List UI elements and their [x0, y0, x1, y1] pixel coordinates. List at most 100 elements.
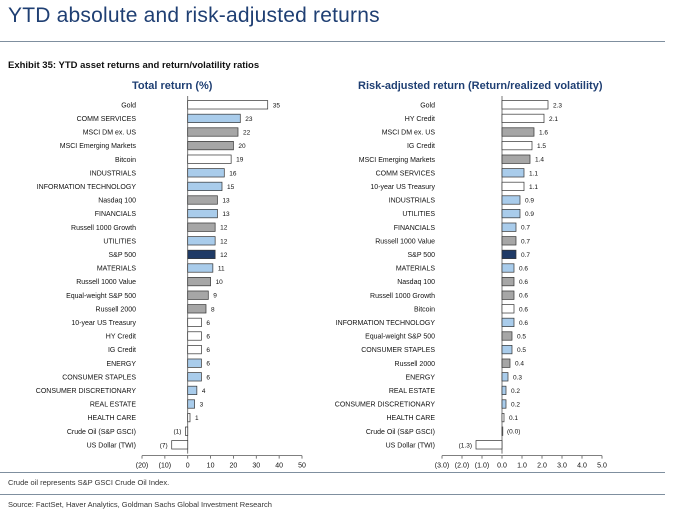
risk-adjusted-bar [501, 113, 545, 123]
total-return-bar [187, 263, 214, 273]
total-return-bar [187, 195, 218, 205]
total-return-category-label: Russell 1000 Value [76, 279, 136, 286]
total-return-bar [187, 304, 207, 314]
risk-adjusted-category-label: Bitcoin [414, 306, 435, 313]
total-return-value-label: 6 [206, 334, 210, 341]
risk-adjusted-value-label: 1.1 [529, 184, 538, 191]
risk-adjusted-bar [501, 168, 525, 178]
source-note: Source: FactSet, Haver Analytics, Goldma… [8, 500, 272, 509]
total-return-tick-label: 30 [252, 463, 260, 470]
total-return-value-label: 35 [273, 102, 281, 109]
total-return-value-label: 19 [236, 157, 244, 164]
total-return-category-label: CONSUMER DISCRETIONARY [36, 388, 137, 395]
risk-adjusted-bar [475, 440, 503, 450]
risk-adjusted-category-label: US Dollar (TWI) [386, 442, 435, 449]
total-return-bar [185, 426, 189, 436]
risk-adjusted-bar [501, 331, 513, 341]
total-return-category-label: INFORMATION TECHNOLOGY [37, 184, 137, 191]
total-return-tick-label: 40 [275, 463, 283, 470]
risk-adjusted-value-label: 1.6 [539, 130, 548, 137]
risk-adjusted-category-label: COMM SERVICES [376, 170, 436, 177]
exhibit-title: Exhibit 35: YTD asset returns and return… [8, 60, 260, 71]
total-return-bar [187, 154, 232, 164]
total-return-category-label: IG Credit [108, 347, 136, 354]
total-return-bar [187, 236, 216, 246]
total-return-bar [187, 209, 218, 219]
risk-adjusted-value-label: 0.6 [519, 293, 528, 300]
total-return-bar [187, 345, 202, 355]
risk-adjusted-category-label: MSCI Emerging Markets [359, 157, 436, 164]
risk-adjusted-category-label: REAL ESTATE [389, 388, 435, 395]
total-return-category-label: S&P 500 [108, 252, 136, 259]
risk-adjusted-category-label: Crude Oil (S&P GSCI) [366, 429, 435, 436]
risk-adjusted-tick-label: (1.0) [475, 463, 489, 470]
risk-adjusted-tick-label: 1.0 [517, 463, 527, 470]
risk-adjusted-category-label: ENERGY [405, 374, 435, 381]
risk-adjusted-tick-label: 5.0 [597, 463, 607, 470]
total-return-category-label: Nasdaq 100 [98, 198, 136, 205]
risk-adjusted-category-label: HY Credit [405, 116, 435, 123]
total-return-value-label: 6 [206, 320, 210, 327]
risk-adjusted-tick-label: (2.0) [455, 463, 469, 470]
total-return-bar [187, 181, 223, 191]
risk-adjusted-value-label: 0.9 [525, 211, 534, 218]
total-return-category-label: Gold [121, 102, 136, 109]
risk-adjusted-category-label: MSCI DM ex. US [382, 130, 436, 137]
footnote: Crude oil represents S&P GSCI Crude Oil … [8, 478, 170, 487]
total-return-bar [187, 168, 225, 178]
total-return-value-label: 11 [218, 266, 225, 273]
risk-adjusted-bar [501, 317, 515, 327]
right-chart-title: Risk-adjusted return (Return/realized vo… [358, 80, 603, 92]
risk-adjusted-category-label: CONSUMER DISCRETIONARY [335, 402, 436, 409]
total-return-value-label: 23 [245, 116, 253, 123]
risk-adjusted-return-chart: Gold 2.3 HY Credit 2.1 MSCI DM ex. US 1.6 IG C… [335, 96, 607, 470]
total-return-bar [187, 277, 211, 287]
risk-adjusted-tick-label: (3.0) [435, 463, 449, 470]
left-chart-title: Total return (%) [132, 80, 213, 92]
total-return-tick-label: 0 [186, 463, 190, 470]
total-return-bar [187, 385, 198, 395]
total-return-value-label: (7) [160, 442, 168, 449]
risk-adjusted-bar [501, 100, 549, 110]
total-return-bar [187, 372, 202, 382]
total-return-bar [187, 127, 239, 137]
total-return-category-label: UTILITIES [103, 238, 136, 245]
risk-adjusted-bar [501, 426, 504, 436]
total-return-value-label: 13 [222, 211, 230, 218]
risk-adjusted-category-label: HEALTH CARE [387, 415, 436, 422]
risk-adjusted-value-label: 0.7 [521, 252, 530, 259]
total-return-category-label: HY Credit [106, 334, 136, 341]
risk-adjusted-bar [501, 181, 525, 191]
risk-adjusted-bar [501, 372, 509, 382]
risk-adjusted-bar [501, 236, 517, 246]
total-return-tick-label: 10 [207, 463, 215, 470]
risk-adjusted-bar [501, 399, 507, 409]
risk-adjusted-category-label: Russell 2000 [395, 361, 436, 368]
total-return-value-label: 6 [206, 347, 210, 354]
total-return-category-label: REAL ESTATE [90, 402, 136, 409]
total-return-category-label: 10-year US Treasury [71, 320, 136, 327]
total-return-value-label: 9 [213, 293, 217, 300]
risk-adjusted-value-label: 0.5 [517, 334, 526, 341]
total-return-category-label: MSCI Emerging Markets [60, 143, 137, 150]
risk-adjusted-bar [501, 141, 533, 151]
risk-adjusted-category-label: 10-year US Treasury [370, 184, 435, 191]
risk-adjusted-value-label: 2.3 [553, 102, 562, 109]
risk-adjusted-value-label: 0.3 [513, 374, 522, 381]
total-return-value-label: 22 [243, 130, 251, 137]
total-return-bar [187, 141, 234, 151]
total-return-bar [187, 249, 216, 259]
risk-adjusted-value-label: 1.4 [535, 157, 544, 164]
risk-adjusted-value-label: 0.6 [519, 306, 528, 313]
risk-adjusted-value-label: 0.2 [511, 402, 520, 409]
total-return-bar [187, 317, 202, 327]
total-return-value-label: 6 [206, 374, 210, 381]
risk-adjusted-category-label: Gold [420, 102, 435, 109]
total-return-category-label: COMM SERVICES [77, 116, 137, 123]
risk-adjusted-bar [501, 154, 531, 164]
total-return-category-label: MSCI DM ex. US [83, 130, 137, 137]
total-return-value-label: (1) [173, 429, 181, 436]
risk-adjusted-bar [501, 413, 505, 423]
total-return-value-label: 12 [220, 238, 228, 245]
total-return-category-label: HEALTH CARE [88, 415, 137, 422]
